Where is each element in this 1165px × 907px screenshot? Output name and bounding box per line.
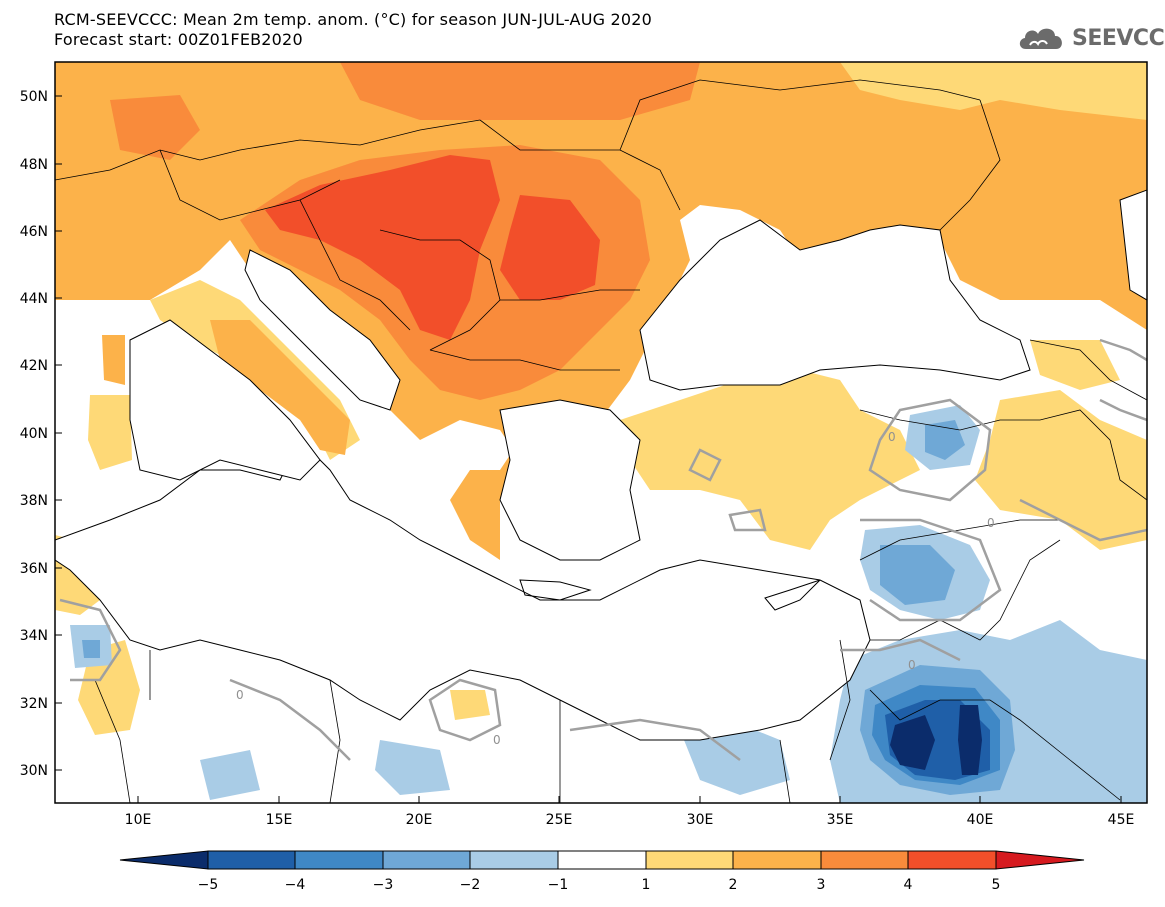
anomaly-region-1to2-east <box>975 390 1147 550</box>
anomaly-region-2to3-italy <box>210 320 350 455</box>
contour-label: 0 <box>987 516 995 530</box>
lat-tick-label: 36N <box>20 561 48 577</box>
anomaly-region-minus2to3-tunisia <box>82 640 100 658</box>
lon-tick-label: 15E <box>266 812 293 828</box>
colorbar-cell <box>820 850 909 870</box>
lat-tick-label: 50N <box>20 89 48 105</box>
anomaly-region-1to2-caucasus <box>1030 340 1120 390</box>
colorbar-label: −3 <box>373 877 394 893</box>
colorbar-label: 4 <box>904 877 913 893</box>
colorbar-cell <box>207 850 296 870</box>
anomaly-region-4to5-romania <box>500 195 600 300</box>
colorbar-label: −5 <box>198 877 219 893</box>
colorbar <box>119 850 1085 870</box>
adriatic-sea <box>244 249 401 411</box>
contour-labels: 0 0 0 0 0 <box>236 430 995 747</box>
contour-label: 0 <box>493 733 501 747</box>
colorbar-label: 2 <box>729 877 738 893</box>
colorbar-cell <box>469 850 559 870</box>
colorbar-label: 1 <box>642 877 651 893</box>
lat-tick-label: 34N <box>20 628 48 644</box>
zero-contours <box>59 338 1147 761</box>
lat-tick-label: 46N <box>20 224 48 240</box>
cloud-icon <box>1019 28 1062 49</box>
anomaly-region-2to3-corsica <box>102 335 125 385</box>
colorbar-cell <box>645 850 734 870</box>
anomaly-region-1to2-north-edge <box>840 62 1147 120</box>
anomaly-region-1to2-libya <box>450 690 490 720</box>
anomaly-region-4to5-hungary-serbia <box>265 155 500 340</box>
lat-tick-label: 44N <box>20 291 48 307</box>
lat-tick-label: 48N <box>20 157 48 173</box>
cyprus <box>764 579 821 611</box>
anomaly-region-minus1to2-libya-east <box>375 740 450 795</box>
colorbar-cell <box>557 850 647 870</box>
anomaly-region-minus2to3-turkey-east <box>925 420 965 460</box>
colorbar-label: −1 <box>548 877 569 893</box>
anomaly-region-minus2to3-syria <box>880 545 955 605</box>
colorbar-cell <box>907 850 997 870</box>
seevccc-logo: SEEVCCC <box>1016 22 1165 54</box>
lon-tick-label: 10E <box>125 812 152 828</box>
aegean-sea <box>499 399 641 561</box>
colorbar-cell <box>294 850 384 870</box>
crete <box>519 579 592 601</box>
colorbar-labels: −5 −4 −3 −2 −1 1 2 3 4 5 <box>198 877 1001 893</box>
anomaly-region-below-minus5-west <box>890 715 935 770</box>
colorbar-label: −4 <box>285 877 306 893</box>
lon-tick-label: 20E <box>406 812 433 828</box>
lon-tick-label: 40E <box>967 812 994 828</box>
colorbar-label: 3 <box>817 877 826 893</box>
contour-label: 0 <box>908 658 916 672</box>
anomaly-region-minus1to2-chad <box>200 750 260 800</box>
black-sea <box>639 219 1031 391</box>
colorbar-cell-below-minus5 <box>119 850 209 870</box>
anomaly-region-3to4-alps <box>110 95 200 160</box>
lat-tick-label: 32N <box>20 696 48 712</box>
title-line-1: RCM-SEEVCCC: Mean 2m temp. anom. (°C) fo… <box>54 10 653 29</box>
latitude-axis: 50N 48N 46N 44N 42N 40N 38N 36N 34N 32N … <box>20 89 62 779</box>
lat-tick-label: 38N <box>20 493 48 509</box>
caspian-edge <box>1119 189 1147 301</box>
title-line-2: Forecast start: 00Z01FEB2020 <box>54 30 303 49</box>
contour-label: 0 <box>236 688 244 702</box>
lon-tick-label: 30E <box>687 812 714 828</box>
anomaly-region-below-minus5-east <box>958 705 982 775</box>
colorbar-label: 5 <box>992 877 1001 893</box>
colorbar-cell <box>382 850 471 870</box>
lon-tick-label: 35E <box>827 812 854 828</box>
lat-tick-label: 42N <box>20 358 48 374</box>
lat-tick-label: 40N <box>20 426 48 442</box>
contour-label: 0 <box>888 430 896 444</box>
tyrrhenian-sea <box>129 319 321 481</box>
logo-text: SEEVCCC <box>1072 25 1165 51</box>
colorbar-label: −2 <box>460 877 481 893</box>
anomaly-region-3to4-north-band <box>340 62 700 120</box>
colorbar-cell <box>732 850 822 870</box>
lon-tick-label: 25E <box>546 812 573 828</box>
lat-tick-label: 30N <box>20 763 48 779</box>
lon-tick-label: 45E <box>1108 812 1135 828</box>
country-borders <box>55 79 1147 803</box>
anomaly-region-1to2-anatolia <box>620 370 920 550</box>
longitude-axis: 10E 15E 20E 25E 30E 35E 40E 45E <box>125 796 1135 828</box>
anomaly-region-1to2-sardinia <box>88 395 132 470</box>
colorbar-cell-above-5 <box>995 850 1085 870</box>
figure-title: RCM-SEEVCCC: Mean 2m temp. anom. (°C) fo… <box>54 10 652 50</box>
mediterranean-sea <box>55 439 871 741</box>
